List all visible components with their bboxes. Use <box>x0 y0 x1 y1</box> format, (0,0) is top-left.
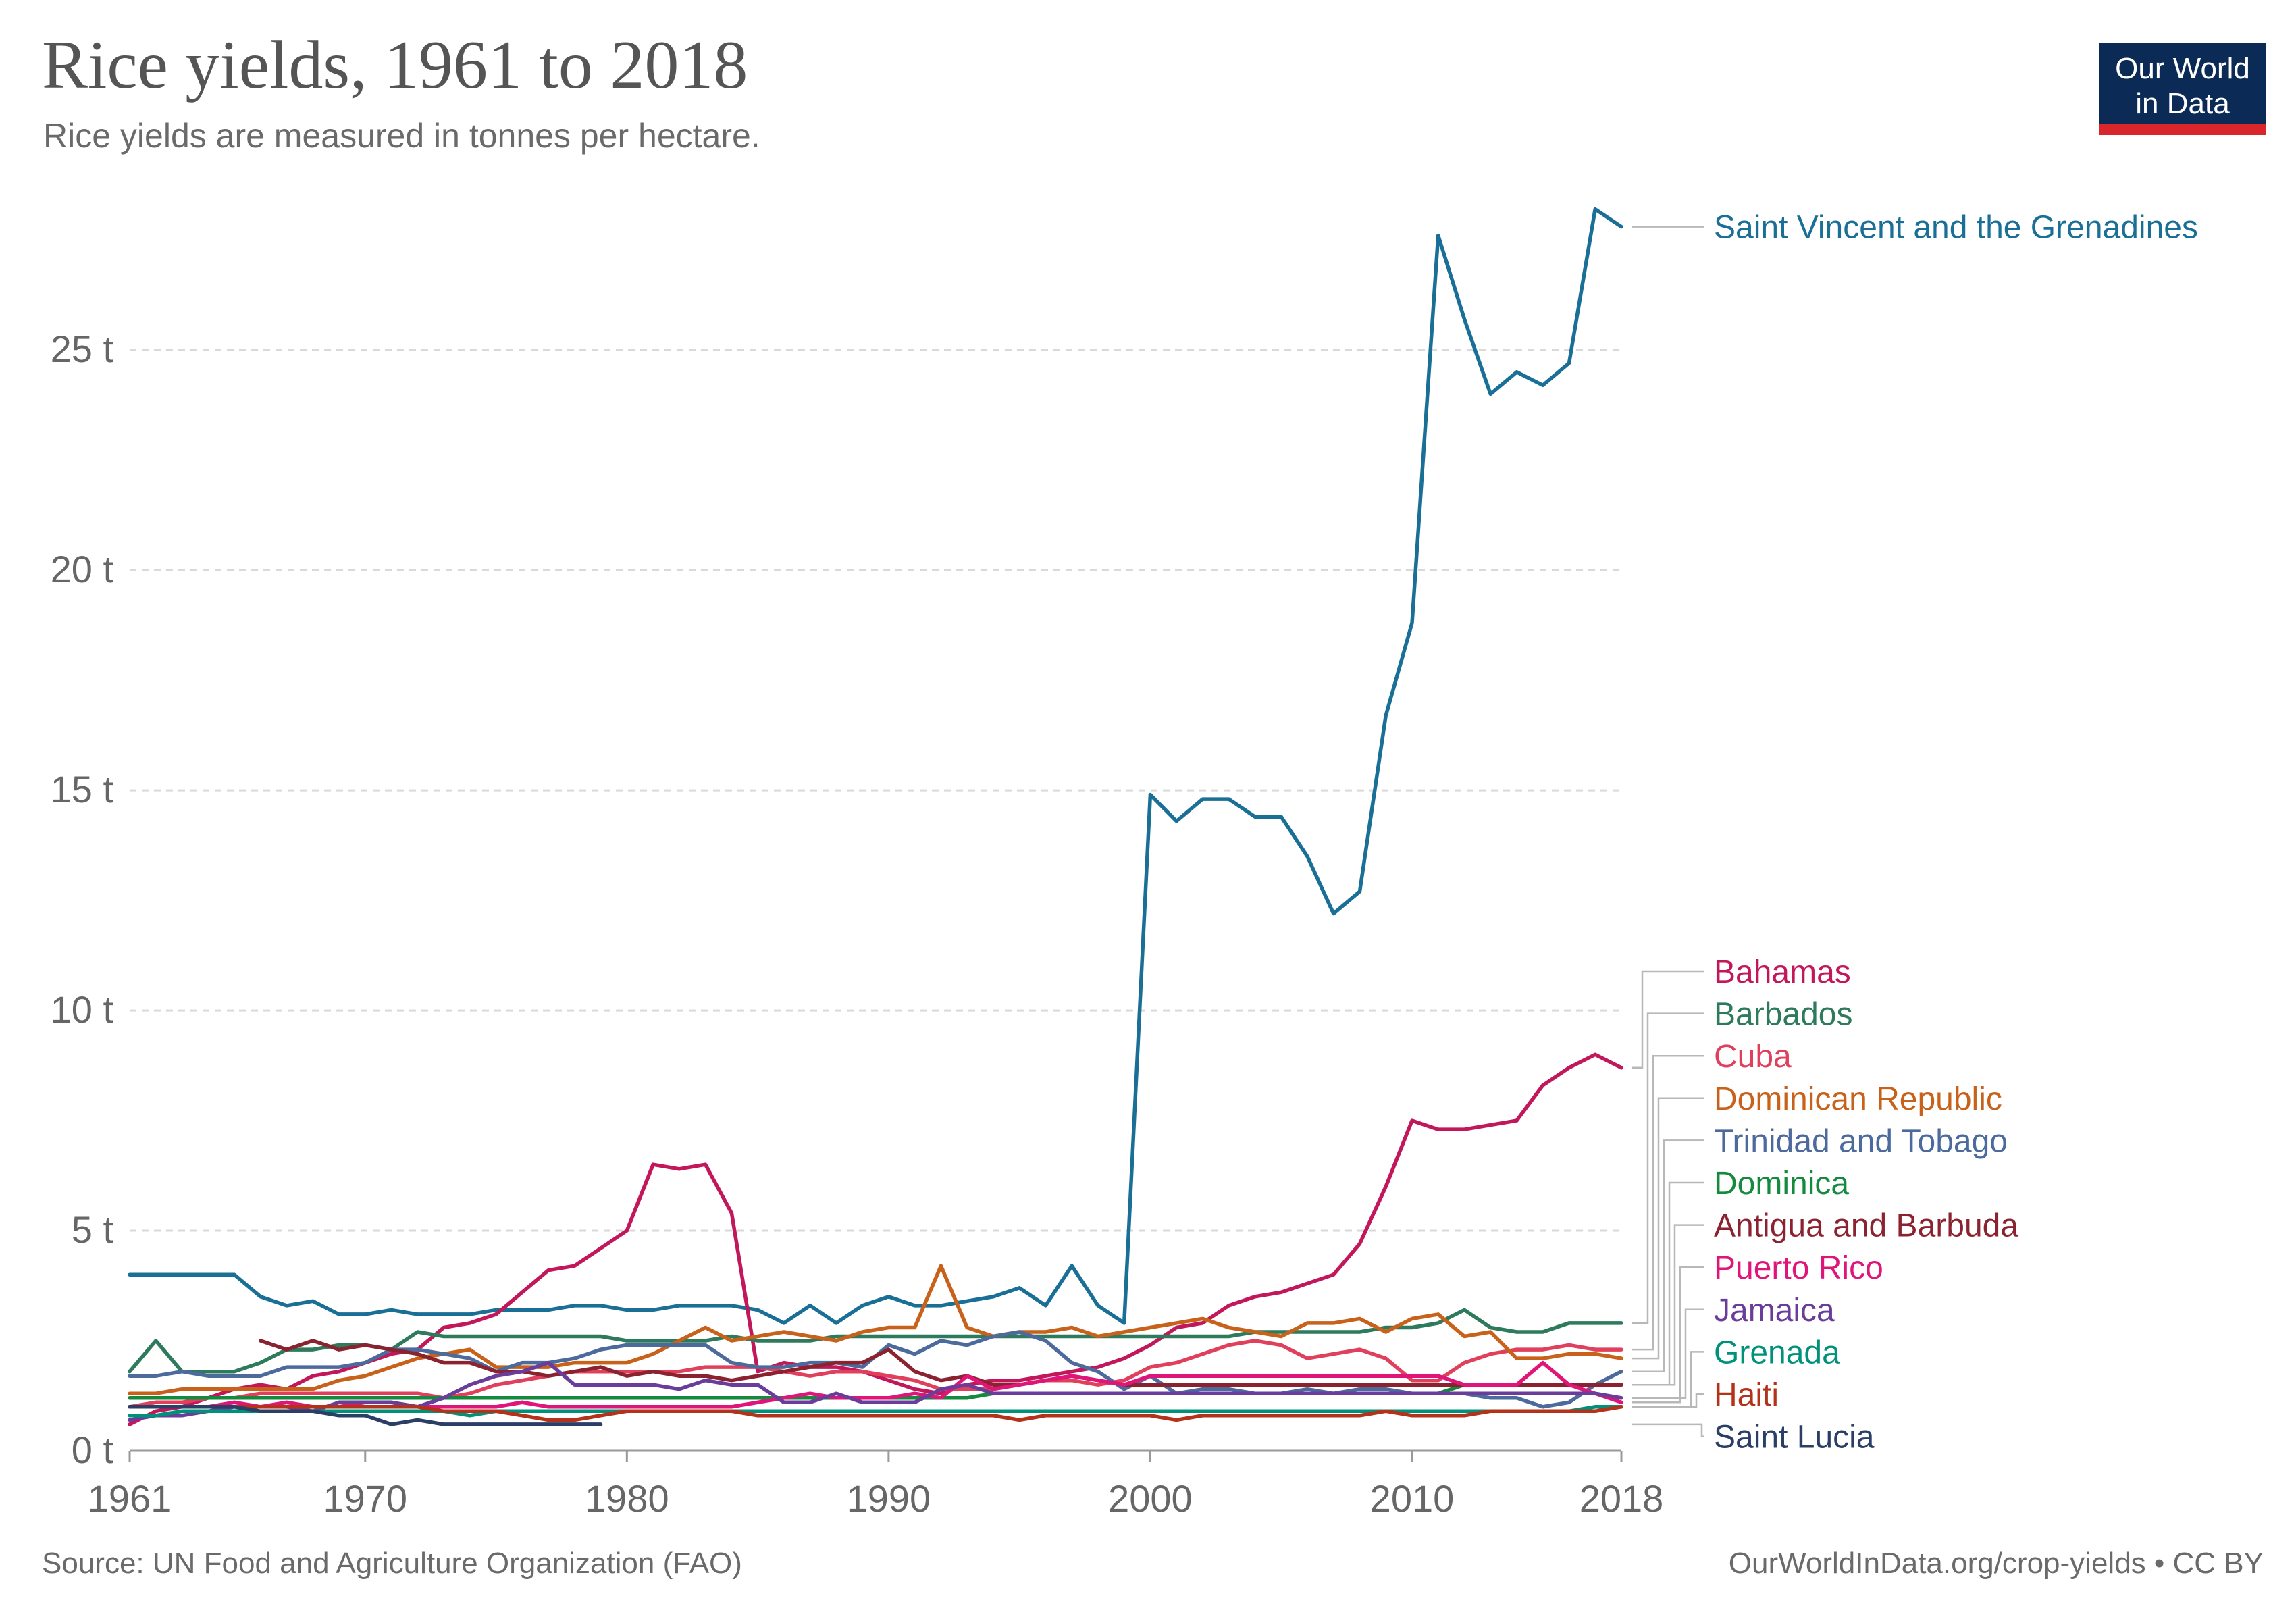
series-lines <box>128 207 1623 1426</box>
label-connector-bahamas <box>1632 970 1704 1069</box>
series-label-puerto-rico: Puerto Rico <box>1714 1250 1883 1286</box>
label-connector-trinidad-and-tobago <box>1632 1139 1704 1372</box>
series-label-cuba: Cuba <box>1714 1039 1792 1075</box>
series-label-barbados: Barbados <box>1714 997 1852 1033</box>
label-connector-barbados <box>1632 1012 1704 1324</box>
x-tick-label-2000: 2000 <box>1108 1477 1193 1520</box>
series-line-cuba <box>128 1339 1623 1409</box>
y-tick-label-15: 15 t <box>51 768 114 810</box>
series-label-dominican-republic: Dominican Republic <box>1714 1081 2002 1117</box>
credit-link[interactable]: OurWorldInData.org/crop-yields • CC BY <box>1728 1547 2264 1580</box>
logo-line-2: in Data <box>2135 87 2230 120</box>
series-label-dominica: Dominica <box>1714 1166 1849 1202</box>
chart-title: Rice yields, 1961 to 2018 <box>42 27 748 103</box>
axis-layer: 0 t 5 t 10 t 15 t 20 t 25 t 1961 1970 1980 1990 20… <box>51 328 1664 1520</box>
y-tick-label-5: 5 t <box>72 1208 114 1251</box>
x-tick-label-1980: 1980 <box>585 1477 669 1520</box>
series-label-trinidad-and-tobago: Trinidad and Tobago <box>1714 1123 2008 1159</box>
series-line-antigua-and-barbuda <box>259 1339 1623 1387</box>
series-label-bahamas: Bahamas <box>1714 954 1851 990</box>
series-line-dominican-republic <box>128 1264 1623 1395</box>
label-connector-dominican-republic <box>1632 1097 1704 1360</box>
chart-subtitle: Rice yields are measured in tonnes per h… <box>43 117 760 155</box>
series-line-haiti <box>128 1405 1623 1422</box>
x-tick-label-2018: 2018 <box>1580 1477 1664 1520</box>
label-connector-antigua-and-barbuda <box>1632 1224 1704 1386</box>
series-line-bahamas <box>128 1052 1623 1426</box>
x-tick-label-2010: 2010 <box>1370 1477 1455 1520</box>
label-connector-haiti <box>1632 1393 1704 1408</box>
y-tick-label-20: 20 t <box>51 548 114 590</box>
owid-logo[interactable]: Our World in Data <box>2099 43 2266 135</box>
series-label-grenada: Grenada <box>1714 1335 1840 1370</box>
series-labels: Saint Vincent and the Grenadines Bahamas B… <box>1714 210 2198 1456</box>
label-connectors <box>1632 226 1704 1437</box>
series-line-saint-lucia <box>128 1405 603 1426</box>
x-tick-label-1990: 1990 <box>847 1477 931 1520</box>
x-tick-label-1961: 1961 <box>88 1477 172 1520</box>
series-label-jamaica: Jamaica <box>1714 1293 1835 1329</box>
series-line-grenada <box>128 1405 1623 1418</box>
series-line-saint-vincent-and-the-grenadines <box>128 207 1623 1325</box>
series-label-haiti: Haiti <box>1714 1377 1779 1413</box>
source-note: Source: UN Food and Agriculture Organiza… <box>42 1547 742 1580</box>
series-line-jamaica <box>128 1360 1623 1422</box>
x-tick-label-1970: 1970 <box>323 1477 408 1520</box>
label-connector-cuba <box>1632 1054 1704 1351</box>
series-label-saint-lucia: Saint Lucia <box>1714 1420 1875 1456</box>
label-connector-puerto-rico <box>1632 1266 1704 1404</box>
y-tick-label-25: 25 t <box>51 328 114 370</box>
series-label-saint-vincent-and-the-grenadines: Saint Vincent and the Grenadines <box>1714 210 2198 246</box>
series-line-barbados <box>128 1308 1623 1374</box>
y-tick-label-10: 10 t <box>51 988 114 1031</box>
logo-line-1: Our World <box>2115 52 2250 85</box>
label-connector-saint-lucia <box>1632 1423 1704 1437</box>
y-tick-label-0: 0 t <box>72 1429 114 1471</box>
series-label-antigua-and-barbuda: Antigua and Barbuda <box>1714 1208 2018 1244</box>
label-connector-dominica <box>1632 1181 1704 1386</box>
label-connector-jamaica <box>1632 1308 1704 1399</box>
grid-layer <box>130 349 1621 1232</box>
